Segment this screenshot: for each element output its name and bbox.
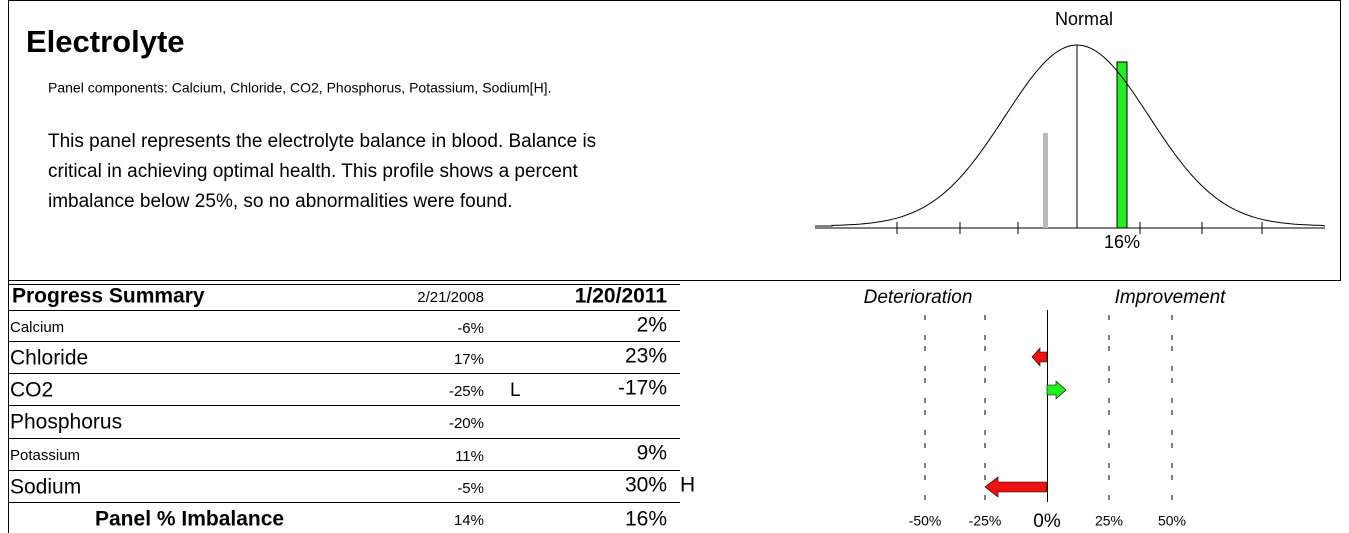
current-value: 2% xyxy=(637,314,667,337)
axis-label: -50% xyxy=(909,513,942,529)
description-line: This panel represents the electrolyte ba… xyxy=(48,131,596,152)
arrow-co2 xyxy=(1046,380,1067,400)
row-name: Chloride xyxy=(10,347,88,370)
current-flag: H xyxy=(680,474,695,497)
table-title: Progress Summary xyxy=(12,285,205,308)
improvement-label: Improvement xyxy=(1115,287,1227,308)
normal-label: Normal xyxy=(1055,9,1113,29)
arrow-chloride xyxy=(1031,347,1048,367)
curve-value: 16% xyxy=(1104,232,1140,252)
summary-current: 16% xyxy=(625,508,667,531)
current-value: 9% xyxy=(637,442,667,465)
axis-label: 0% xyxy=(1033,511,1061,532)
frame xyxy=(8,0,1341,533)
summary-previous: 14% xyxy=(454,512,484,529)
axis-label: 50% xyxy=(1158,513,1186,529)
row-name: CO2 xyxy=(10,379,53,402)
previous-value: -6% xyxy=(457,320,484,337)
previous-value: 11% xyxy=(455,448,484,465)
row-name: Calcium xyxy=(10,319,64,336)
deterioration-label: Deterioration xyxy=(864,287,973,308)
title: Electrolyte xyxy=(26,24,185,59)
description-line: critical in achieving optimal health. Th… xyxy=(48,161,579,182)
current-value: 30% xyxy=(625,474,667,497)
column-header: 2/21/2008 xyxy=(417,289,484,306)
top-box xyxy=(8,0,1341,281)
axis-label: 25% xyxy=(1095,513,1123,529)
previous-value: -5% xyxy=(457,480,484,497)
bell-curve: Normal 16% xyxy=(815,9,1326,252)
current-bar xyxy=(1116,61,1128,229)
previous-value: -25% xyxy=(449,383,484,400)
row-name: Phosphorus xyxy=(10,411,122,434)
row-name: Sodium xyxy=(10,476,81,499)
previous-bar xyxy=(1043,133,1048,228)
summary-name: Panel % Imbalance xyxy=(95,508,284,531)
axis-label: -25% xyxy=(969,513,1002,529)
description-line: imbalance below 25%, so no abnormalities… xyxy=(48,191,513,212)
previous-value: -20% xyxy=(449,415,484,432)
previous-flag: L xyxy=(510,380,521,401)
column-header: 1/20/2011 xyxy=(575,285,668,308)
previous-value: 17% xyxy=(454,351,484,368)
curve-line xyxy=(815,44,1326,227)
arrow-sodium xyxy=(984,476,1048,498)
current-value: -17% xyxy=(618,377,667,400)
row-name: Potassium xyxy=(10,447,80,464)
current-value: 23% xyxy=(625,345,667,368)
components: Panel components: Calcium, Chloride, CO2… xyxy=(48,80,551,96)
